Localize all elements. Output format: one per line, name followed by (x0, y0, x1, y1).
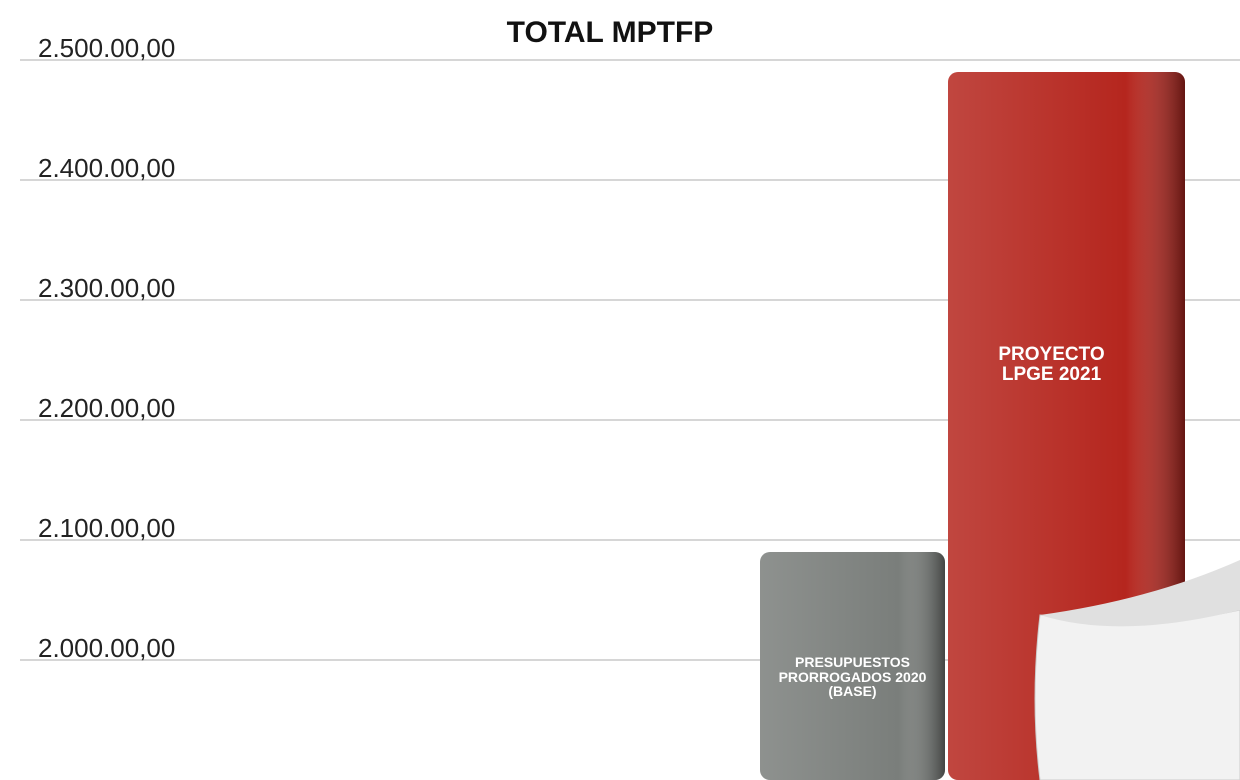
bar-sheen (948, 72, 1185, 780)
y-tick-label: 2.400.00,00 (38, 153, 175, 183)
bar-sheen (760, 552, 945, 780)
y-tick-label: 2.200.00,00 (38, 393, 175, 423)
y-tick-label: 2.300.00,00 (38, 273, 175, 303)
chart-title: TOTAL MPTFP (507, 16, 714, 49)
y-tick-label: 2.000.00,00 (38, 633, 175, 663)
bar-label: PRESUPUESTOS PRORROGADOS 2020 (BASE) (778, 654, 927, 700)
y-tick-label: 2.500.00,00 (38, 33, 175, 63)
y-tick-label: 2.100.00,00 (38, 513, 175, 543)
bar-label: PROYECTO LPGE 2021 (998, 344, 1105, 385)
